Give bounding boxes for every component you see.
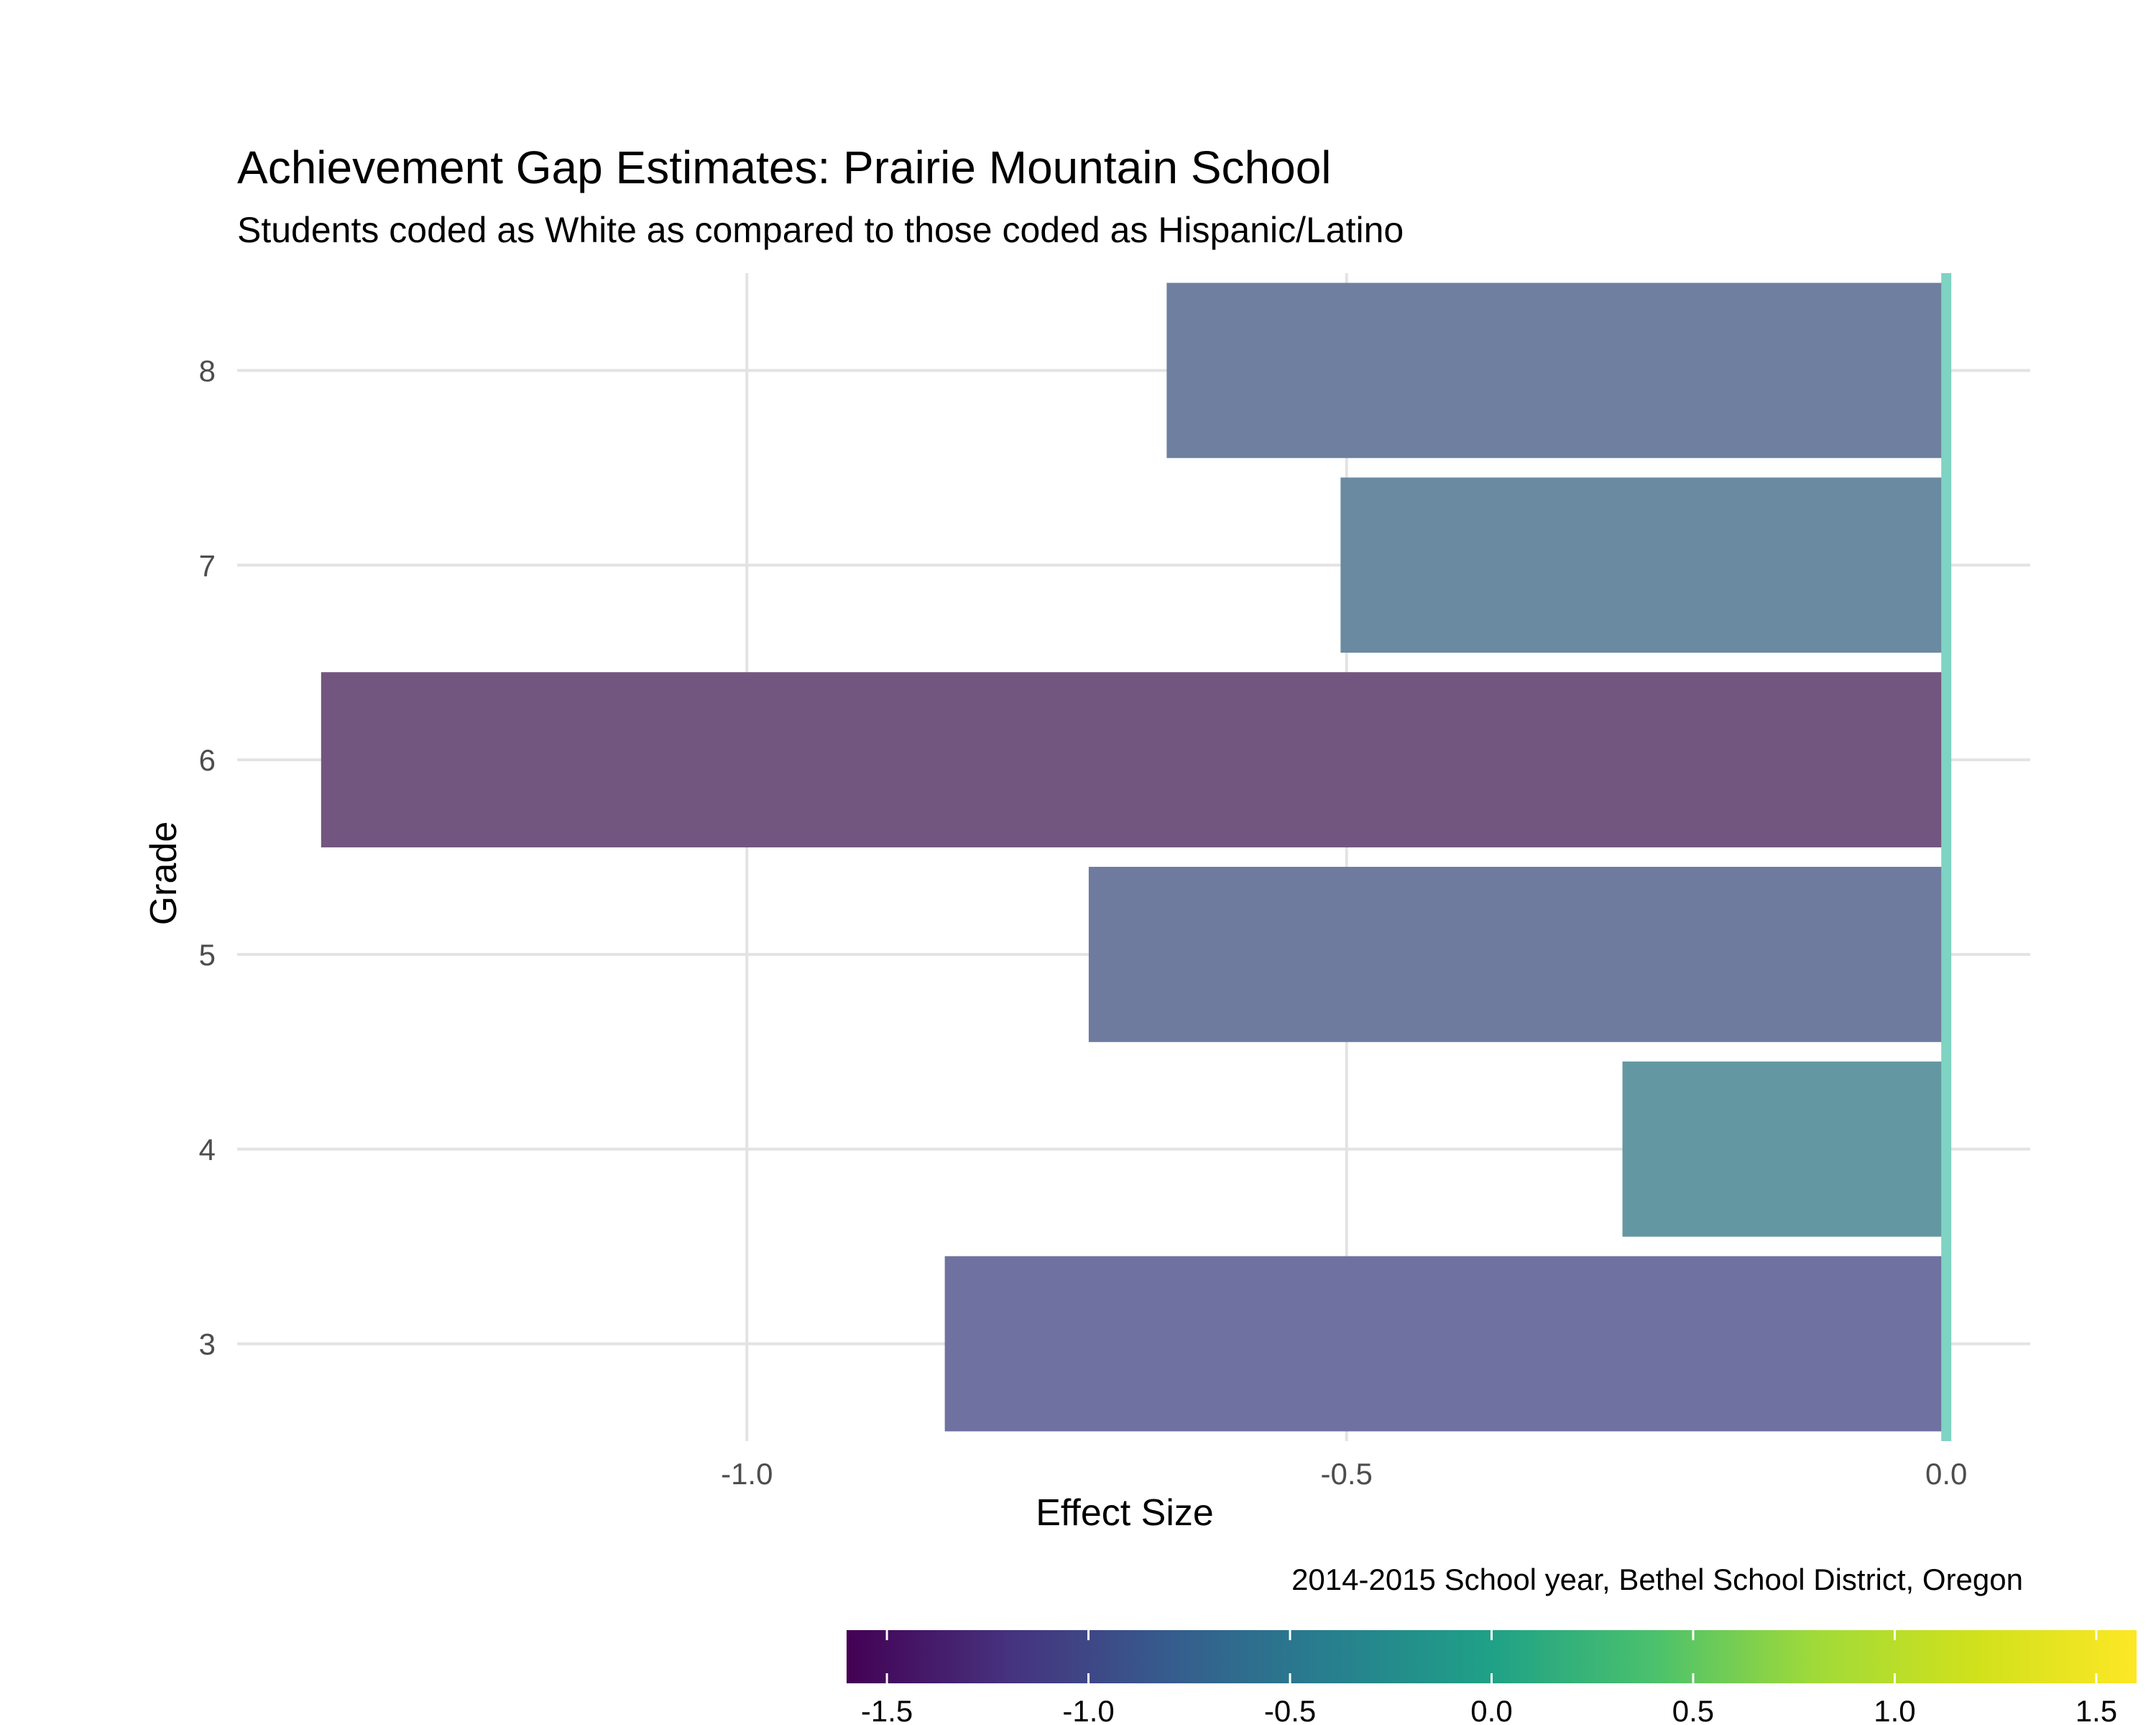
bar-grade-3 xyxy=(944,1256,1947,1432)
colorbar: -1.5 -1.0 -0.5 0.0 0.5 1.0 1.5 xyxy=(847,1630,2137,1725)
chart-subtitle: Students coded as White as compared to t… xyxy=(237,210,1404,250)
colorbar-tick-label: -0.5 xyxy=(1264,1694,1316,1725)
colorbar-tick-label: -1.5 xyxy=(861,1694,913,1725)
bar-grade-8 xyxy=(1166,282,1947,459)
x-tick-label: -0.5 xyxy=(1321,1457,1373,1491)
colorbar-tick-label: 1.0 xyxy=(1874,1694,1915,1725)
colorbar-tick-label: 1.5 xyxy=(2076,1694,2117,1725)
y-tick-label: 6 xyxy=(199,743,216,777)
y-tick-label: 5 xyxy=(199,938,216,972)
bar-grade-5 xyxy=(1088,867,1947,1042)
bar-grade-4 xyxy=(1622,1061,1947,1237)
y-tick-label: 3 xyxy=(199,1328,216,1361)
x-tick-label: -1.0 xyxy=(721,1457,773,1491)
x-axis-label: Effect Size xyxy=(1036,1492,1214,1534)
chart-title: Achievement Gap Estimates: Prairie Mount… xyxy=(237,142,1332,193)
colorbar-tick-label: 0.0 xyxy=(1470,1694,1512,1725)
y-axis-label: Grade xyxy=(143,822,185,926)
x-tick-label: 0.0 xyxy=(1925,1457,1967,1491)
x-tick-labels: -1.0 -0.5 0.0 xyxy=(721,1457,1967,1491)
chart-caption: 2014-2015 School year, Bethel School Dis… xyxy=(1291,1563,2023,1596)
bar-grade-7 xyxy=(1340,477,1947,653)
bars xyxy=(321,282,1947,1432)
y-tick-label: 4 xyxy=(199,1133,216,1167)
colorbar-tick-label: 0.5 xyxy=(1672,1694,1714,1725)
y-tick-labels: 3 4 5 6 7 8 xyxy=(199,354,216,1361)
y-tick-label: 8 xyxy=(199,354,216,387)
bar-grade-6 xyxy=(321,672,1947,847)
y-tick-label: 7 xyxy=(199,548,216,582)
colorbar-tick-label: -1.0 xyxy=(1062,1694,1114,1725)
